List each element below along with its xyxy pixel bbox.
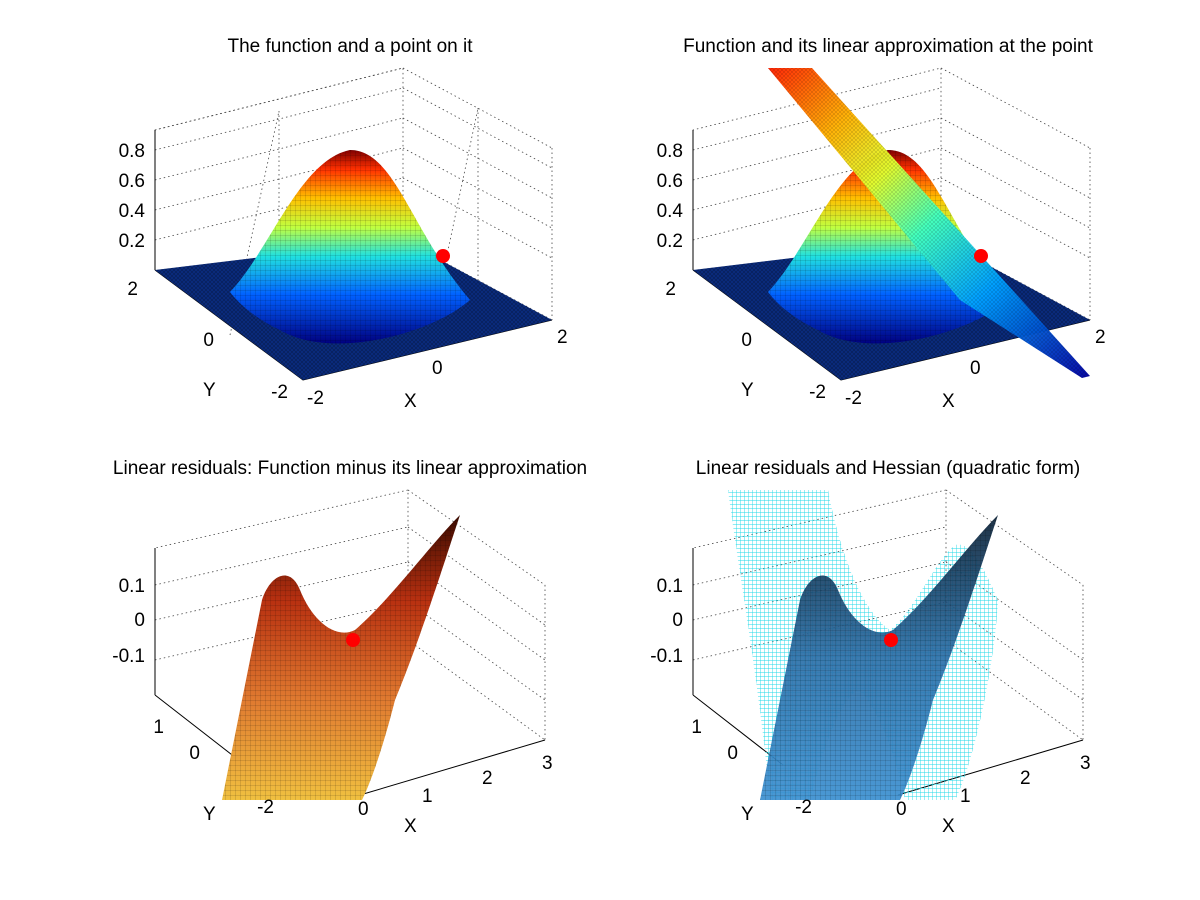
z-tick-label: 0.6: [119, 171, 145, 192]
z-tick-label: 0.2: [657, 231, 683, 252]
x-axis-label: X: [404, 391, 417, 412]
x-tick-label: 1: [960, 786, 971, 807]
x-tick-label: 2: [1095, 327, 1106, 348]
x-tick-label: 2: [557, 327, 568, 348]
y-tick-label: -2: [809, 382, 826, 403]
y-ticks: 1 0 -2: [691, 717, 812, 818]
residual-surface: [222, 515, 460, 800]
axes-box: [154, 489, 546, 796]
subplot-linear-approximation: Function and its linear approximation at…: [657, 36, 1106, 412]
x-tick-label: 0: [358, 799, 369, 820]
z-tick-label: 0: [672, 610, 683, 631]
z-tick-label: 0.8: [657, 141, 683, 162]
x-tick-label: -2: [845, 388, 862, 409]
y-tick-label: 0: [203, 330, 214, 351]
y-ticks: 1 0 -2: [153, 717, 274, 818]
y-tick-label: 1: [691, 717, 702, 738]
x-tick-label: 3: [1080, 753, 1091, 774]
subplot-linear-residuals: Linear residuals: Function minus its lin…: [112, 458, 587, 837]
x-tick-label: -2: [307, 388, 324, 409]
subplot-title: Linear residuals: Function minus its lin…: [113, 458, 587, 479]
x-axis-label: X: [942, 816, 955, 837]
subplot-residuals-and-hessian: Linear residuals and Hessian (quadratic …: [650, 458, 1090, 837]
residual-surface: [760, 515, 998, 800]
point-marker: [436, 249, 450, 263]
x-tick-label: 2: [1020, 768, 1031, 789]
point-marker: [346, 633, 360, 647]
z-ticks: 0.2 0.4 0.6 0.8: [657, 141, 684, 252]
y-tick-label: -2: [257, 797, 274, 818]
x-tick-label: 3: [542, 753, 553, 774]
x-tick-label: 0: [896, 799, 907, 820]
y-tick-label: -2: [271, 382, 288, 403]
z-tick-label: 0.4: [119, 201, 146, 222]
z-tick-label: -0.1: [650, 646, 683, 667]
z-ticks: -0.1 0 0.1: [650, 576, 683, 667]
z-ticks: 0.2 0.4 0.6 0.8: [119, 141, 146, 252]
z-tick-label: 0.8: [119, 141, 145, 162]
z-tick-label: 0.2: [119, 231, 145, 252]
function-surface: [155, 150, 552, 380]
x-tick-label: 2: [482, 768, 493, 789]
z-tick-label: 0.6: [657, 171, 683, 192]
y-ticks: 2 0 -2: [665, 279, 826, 403]
z-tick-label: 0.4: [657, 201, 684, 222]
point-marker: [884, 633, 898, 647]
y-ticks: 2 0 -2: [127, 279, 288, 403]
z-tick-label: 0.1: [657, 576, 683, 597]
x-ticks: 0 1 2 3: [896, 753, 1091, 820]
x-axis-label: X: [404, 816, 417, 837]
x-ticks: 0 1 2 3: [358, 753, 553, 820]
y-tick-label: 0: [741, 330, 752, 351]
y-tick-label: 2: [127, 279, 138, 300]
subplot-title: Linear residuals and Hessian (quadratic …: [696, 458, 1080, 479]
y-axis-label: Y: [203, 804, 216, 825]
y-tick-label: 1: [153, 717, 164, 738]
x-tick-label: 1: [422, 786, 433, 807]
subplot-function-and-point: The function and a point on it: [119, 36, 568, 412]
x-tick-label: 0: [432, 358, 443, 379]
x-ticks: -2 0 2: [845, 327, 1106, 409]
point-marker: [974, 249, 988, 263]
x-axis-label: X: [942, 391, 955, 412]
y-tick-label: 2: [665, 279, 676, 300]
tangent-plane-surface: [768, 68, 1090, 378]
subplot-title: The function and a point on it: [227, 36, 473, 57]
z-tick-label: 0: [134, 610, 145, 631]
z-ticks: -0.1 0 0.1: [112, 576, 145, 667]
y-tick-label: 0: [189, 743, 200, 764]
y-axis-label: Y: [741, 380, 754, 401]
x-tick-label: 0: [970, 358, 981, 379]
y-tick-label: 0: [727, 743, 738, 764]
y-tick-label: -2: [795, 797, 812, 818]
z-tick-label: -0.1: [112, 646, 145, 667]
x-ticks: -2 0 2: [307, 327, 568, 409]
y-axis-label: Y: [203, 380, 216, 401]
z-tick-label: 0.1: [119, 576, 145, 597]
y-axis-label: Y: [741, 804, 754, 825]
subplot-title: Function and its linear approximation at…: [683, 36, 1094, 57]
